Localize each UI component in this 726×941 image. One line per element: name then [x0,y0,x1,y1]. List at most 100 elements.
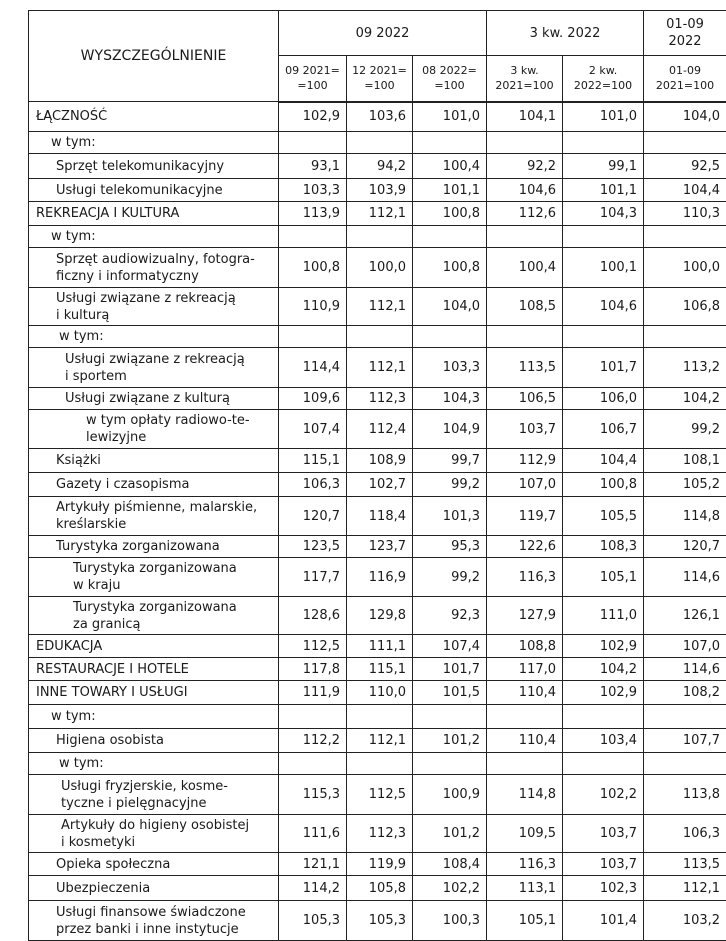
value-cell: 110,4 [487,729,563,753]
value-cell: 100,4 [487,248,563,288]
empty-cell [347,705,413,729]
value-cell: 122,6 [487,536,563,558]
table-row: Sprzęt audiowizualny, fotogra- ficzny i … [29,248,726,288]
empty-cell [413,753,487,775]
value-cell: 111,6 [279,815,347,853]
value-cell: 104,4 [644,179,726,202]
value-cell: 115,3 [279,775,347,815]
value-cell: 113,1 [487,876,563,901]
row-label: REKREACJA I KULTURA [29,202,279,226]
value-cell: 110,3 [644,202,726,226]
value-cell: 107,7 [644,729,726,753]
value-cell: 112,4 [347,410,413,449]
value-cell: 116,3 [487,853,563,876]
value-cell: 101,5 [413,681,487,705]
value-cell: 100,8 [563,473,644,497]
empty-cell [487,753,563,775]
value-cell: 128,6 [279,597,347,635]
value-cell: 102,9 [279,102,347,132]
value-cell: 108,1 [644,449,726,473]
value-cell: 117,7 [279,558,347,597]
value-cell: 123,7 [347,536,413,558]
value-cell: 111,1 [347,635,413,658]
value-cell: 119,9 [347,853,413,876]
value-cell: 101,0 [413,102,487,132]
row-label: Turystyka zorganizowana [29,536,279,558]
empty-cell [563,705,644,729]
value-cell: 108,2 [644,681,726,705]
value-cell: 103,7 [563,853,644,876]
value-cell: 104,0 [413,288,487,326]
header-column: 12 2021= =100 [347,56,413,102]
header-column: 3 kw. 2021=100 [487,56,563,102]
empty-cell [279,226,347,248]
empty-cell [347,132,413,154]
empty-cell [644,326,726,348]
value-cell: 103,4 [563,729,644,753]
value-cell: 103,3 [413,348,487,388]
value-cell: 119,7 [487,497,563,536]
value-cell: 117,8 [279,658,347,681]
header-title: WYSZCZEGÓLNIENIE [29,11,279,102]
price-index-table: WYSZCZEGÓLNIENIE 09 2022 3 kw. 2022 01-0… [28,10,726,941]
value-cell: 99,2 [413,558,487,597]
row-label: Sprzęt audiowizualny, fotogra- ficzny i … [29,248,279,288]
value-cell: 113,2 [644,348,726,388]
value-cell: 112,5 [279,635,347,658]
empty-cell [347,226,413,248]
value-cell: 110,0 [347,681,413,705]
value-cell: 108,9 [347,449,413,473]
value-cell: 103,2 [644,901,726,941]
value-cell: 104,2 [644,388,726,410]
row-label: RESTAURACJE I HOTELE [29,658,279,681]
value-cell: 100,8 [413,202,487,226]
value-cell: 100,8 [413,248,487,288]
value-cell: 100,3 [413,901,487,941]
value-cell: 92,5 [644,154,726,179]
value-cell: 112,1 [347,202,413,226]
header-group: 01-09 2022 [644,11,726,56]
empty-cell [487,132,563,154]
value-cell: 106,0 [563,388,644,410]
value-cell: 117,0 [487,658,563,681]
row-label: w tym: [29,226,279,248]
value-cell: 126,1 [644,597,726,635]
header-column: 08 2022= =100 [413,56,487,102]
value-cell: 100,1 [563,248,644,288]
value-cell: 105,1 [563,558,644,597]
table-row: w tym: [29,705,726,729]
value-cell: 93,1 [279,154,347,179]
value-cell: 103,6 [347,102,413,132]
value-cell: 101,1 [563,179,644,202]
row-label: w tym opłaty radiowo-te- lewizyjne [29,410,279,449]
value-cell: 120,7 [644,536,726,558]
value-cell: 121,1 [279,853,347,876]
empty-cell [279,326,347,348]
value-cell: 113,5 [487,348,563,388]
value-cell: 109,5 [487,815,563,853]
row-label: ŁĄCZNOŚĆ [29,102,279,132]
row-label: Turystyka zorganizowana w kraju [29,558,279,597]
value-cell: 103,9 [347,179,413,202]
value-cell: 115,1 [279,449,347,473]
value-cell: 104,3 [413,388,487,410]
value-cell: 102,7 [347,473,413,497]
row-label: Usługi telekomunikacyjne [29,179,279,202]
table-row: Artykuły piśmienne, malarskie, kreślarsk… [29,497,726,536]
row-label: Turystyka zorganizowana za granicą [29,597,279,635]
empty-cell [487,326,563,348]
value-cell: 103,7 [487,410,563,449]
value-cell: 112,2 [279,729,347,753]
row-label: Usługi finansowe świadczone przez banki … [29,901,279,941]
empty-cell [413,226,487,248]
value-cell: 101,3 [413,497,487,536]
value-cell: 111,0 [563,597,644,635]
value-cell: 106,8 [644,288,726,326]
value-cell: 107,4 [413,635,487,658]
row-label: Usługi związane z rekreacją i sportem [29,348,279,388]
